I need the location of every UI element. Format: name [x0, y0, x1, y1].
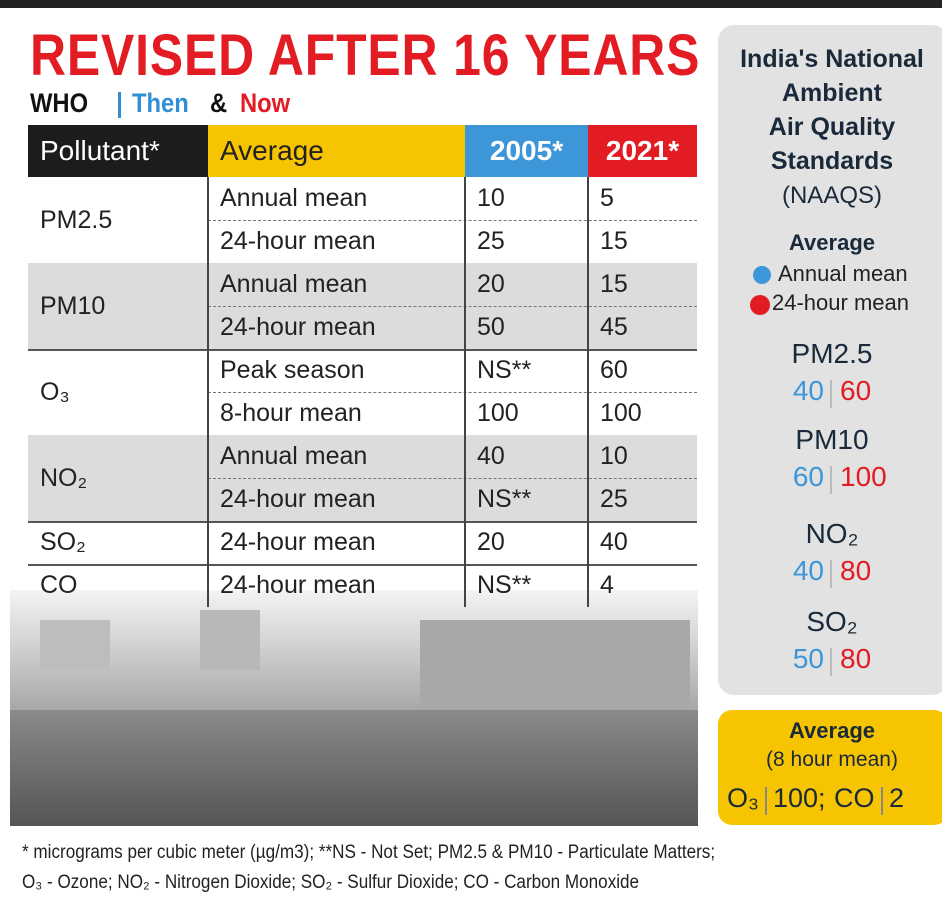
separator — [830, 648, 832, 676]
value-2005: 50 — [465, 306, 588, 349]
column-divider — [207, 177, 209, 607]
value-2005: 40 — [465, 435, 588, 478]
row-divider — [208, 478, 697, 479]
value-2005: 20 — [465, 521, 588, 564]
standard-day: 80 — [840, 555, 871, 587]
pollutant: PM2.5 — [28, 177, 208, 263]
footnote: * micrograms per cubic meter (µg/m3); **… — [22, 842, 715, 864]
average: Peak season — [208, 349, 465, 392]
standard-name: NO₂ — [722, 518, 942, 550]
standard-annual: 60 — [772, 461, 824, 493]
column-header: Average — [208, 125, 465, 177]
standard-name: PM10 — [722, 424, 942, 456]
building — [200, 610, 260, 670]
box-item-value: 100; — [773, 783, 826, 814]
value-2005: NS** — [465, 349, 588, 392]
average: 8-hour mean — [208, 392, 465, 435]
column-divider — [587, 177, 589, 607]
value-2021: 60 — [588, 349, 697, 392]
pollutant: O₃ — [28, 349, 208, 435]
sidebar-title: Ambient — [722, 79, 942, 108]
standard-annual: 40 — [772, 555, 824, 587]
box-subtitle: (8 hour mean) — [722, 748, 942, 772]
separator — [881, 787, 883, 815]
building — [420, 620, 690, 710]
infographic: REVISED AFTER 16 YEARSWHO Then&Now Polluta… — [0, 0, 942, 901]
value-2005: 100 — [465, 392, 588, 435]
subtitle-then: Then — [132, 88, 189, 119]
box-title: Average — [722, 718, 942, 744]
value-2021: 4 — [588, 564, 697, 607]
standard-annual: 40 — [772, 375, 824, 407]
average: 24-hour mean — [208, 521, 465, 564]
divider — [118, 92, 121, 118]
standard-name: SO₂ — [722, 606, 942, 638]
average: Annual mean — [208, 263, 465, 306]
column-header: Pollutant* — [28, 125, 208, 177]
row-divider — [208, 220, 697, 221]
legend-label: Annual mean — [778, 261, 908, 287]
pollutant: PM10 — [28, 263, 208, 349]
standard-day: 60 — [840, 375, 871, 407]
top-bar — [0, 0, 942, 8]
subtitle-org: WHO — [30, 88, 88, 119]
value-2005: NS** — [465, 564, 588, 607]
legend-dot-red — [750, 295, 770, 315]
row-divider — [208, 306, 697, 307]
standard-name: PM2.5 — [722, 338, 942, 370]
pollutant: CO — [28, 564, 208, 607]
average: 24-hour mean — [208, 220, 465, 263]
legend-title: Average — [722, 230, 942, 256]
subtitle-now: Now — [240, 88, 290, 119]
column-divider — [464, 177, 466, 607]
box-item-name: O₃ — [727, 783, 759, 814]
title: REVISED AFTER 16 YEARS — [30, 22, 700, 89]
value-2021: 10 — [588, 435, 697, 478]
legend-label: 24-hour mean — [772, 290, 909, 316]
average: 24-hour mean — [208, 478, 465, 521]
value-2005: NS** — [465, 478, 588, 521]
separator — [830, 466, 832, 494]
row-divider — [208, 392, 697, 393]
building — [40, 620, 110, 670]
value-2021: 15 — [588, 220, 697, 263]
sidebar-title: India's National — [722, 45, 942, 74]
value-2021: 40 — [588, 521, 697, 564]
value-2005: 10 — [465, 177, 588, 220]
value-2021: 45 — [588, 306, 697, 349]
value-2021: 5 — [588, 177, 697, 220]
box-item-name: CO — [834, 783, 875, 814]
average: 24-hour mean — [208, 306, 465, 349]
value-2005: 25 — [465, 220, 588, 263]
separator — [830, 380, 832, 408]
smog-photo — [10, 590, 698, 826]
average: Annual mean — [208, 435, 465, 478]
pollutant: NO₂ — [28, 435, 208, 521]
pollutant: SO₂ — [28, 521, 208, 564]
value-2021: 25 — [588, 478, 697, 521]
standard-day: 100 — [840, 461, 887, 493]
city — [10, 710, 698, 826]
legend-dot-blue — [753, 266, 771, 284]
footnote: O₃ - Ozone; NO₂ - Nitrogen Dioxide; SO₂ … — [22, 872, 639, 894]
value-2021: 100 — [588, 392, 697, 435]
sidebar-subtitle: (NAAQS) — [722, 182, 942, 210]
column-header: 2021* — [588, 125, 697, 177]
box-item-value: 2 — [889, 783, 904, 814]
separator — [830, 560, 832, 588]
average: 24-hour mean — [208, 564, 465, 607]
sidebar-title: Standards — [722, 147, 942, 176]
standard-annual: 50 — [772, 643, 824, 675]
standard-day: 80 — [840, 643, 871, 675]
subtitle-and: & — [210, 88, 227, 119]
separator — [765, 787, 767, 815]
value-2021: 15 — [588, 263, 697, 306]
sidebar-title: Air Quality — [722, 113, 942, 142]
value-2005: 20 — [465, 263, 588, 306]
column-header: 2005* — [465, 125, 588, 177]
average: Annual mean — [208, 177, 465, 220]
